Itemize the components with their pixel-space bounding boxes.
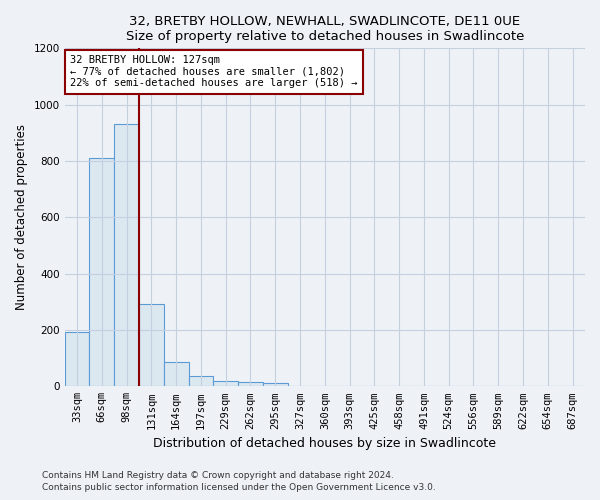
Bar bbox=[188, 376, 214, 386]
Bar bbox=[214, 380, 238, 386]
Text: Contains HM Land Registry data © Crown copyright and database right 2024.: Contains HM Land Registry data © Crown c… bbox=[42, 470, 394, 480]
Bar bbox=[238, 382, 263, 386]
Bar bbox=[89, 158, 114, 386]
Text: Contains public sector information licensed under the Open Government Licence v3: Contains public sector information licen… bbox=[42, 483, 436, 492]
X-axis label: Distribution of detached houses by size in Swadlincote: Distribution of detached houses by size … bbox=[154, 437, 496, 450]
Y-axis label: Number of detached properties: Number of detached properties bbox=[15, 124, 28, 310]
Bar bbox=[114, 124, 139, 386]
Bar bbox=[164, 362, 188, 386]
Title: 32, BRETBY HOLLOW, NEWHALL, SWADLINCOTE, DE11 0UE
Size of property relative to d: 32, BRETBY HOLLOW, NEWHALL, SWADLINCOTE,… bbox=[125, 15, 524, 43]
Text: 32 BRETBY HOLLOW: 127sqm
← 77% of detached houses are smaller (1,802)
22% of sem: 32 BRETBY HOLLOW: 127sqm ← 77% of detach… bbox=[70, 55, 358, 88]
Bar bbox=[65, 332, 89, 386]
Bar bbox=[263, 384, 287, 386]
Bar bbox=[139, 304, 164, 386]
